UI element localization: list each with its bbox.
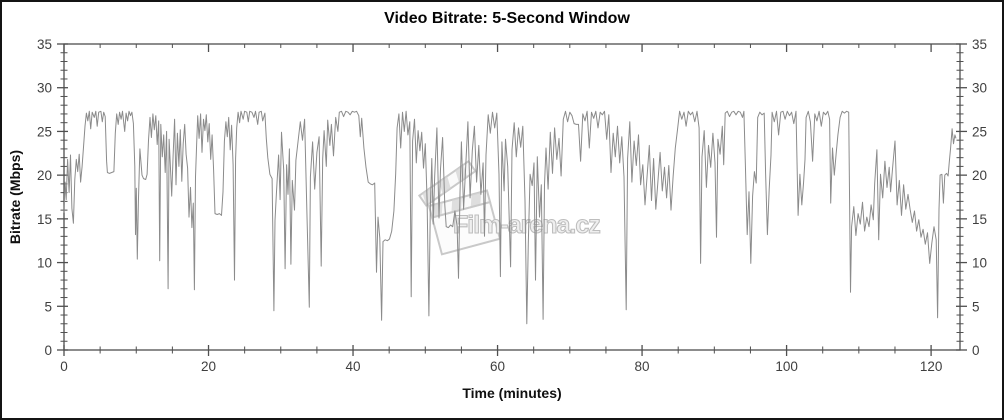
y-axis-title: Bitrate (Mbps)	[7, 150, 23, 244]
x-tick-label: 20	[201, 359, 216, 374]
watermark: Film-arena.cz	[417, 159, 602, 256]
y-tick-label-left: 5	[44, 299, 52, 314]
y-tick-label-left: 15	[37, 212, 52, 227]
y-tick-label-left: 30	[37, 81, 52, 96]
x-tick-label: 0	[60, 359, 68, 374]
x-tick-label: 120	[920, 359, 943, 374]
y-tick-label-right: 15	[972, 212, 987, 227]
y-tick-label-left: 25	[37, 124, 52, 139]
x-tick-label: 60	[490, 359, 505, 374]
y-tick-label-right: 35	[972, 37, 987, 52]
y-tick-label-left: 20	[37, 168, 52, 183]
x-tick-label: 40	[346, 359, 361, 374]
y-tick-label-left: 35	[37, 37, 52, 52]
y-tick-label-right: 30	[972, 81, 987, 96]
y-tick-label-right: 10	[972, 256, 987, 271]
y-tick-label-right: 0	[972, 343, 980, 358]
y-tick-label-right: 20	[972, 168, 987, 183]
watermark-text: Film-arena.cz	[453, 211, 600, 239]
bitrate-line	[63, 110, 957, 325]
y-tick-label-left: 0	[44, 343, 52, 358]
y-tick-label-left: 10	[37, 256, 52, 271]
chart-title: Video Bitrate: 5-Second Window	[384, 10, 630, 27]
y-tick-label-right: 5	[972, 299, 980, 314]
y-tick-label-right: 25	[972, 124, 987, 139]
x-tick-label: 80	[635, 359, 650, 374]
data-series	[63, 110, 957, 325]
clapperboard-icon	[417, 159, 502, 256]
x-axis-title: Time (minutes)	[462, 385, 561, 401]
plot-frame	[63, 43, 961, 351]
x-tick-label: 100	[775, 359, 798, 374]
